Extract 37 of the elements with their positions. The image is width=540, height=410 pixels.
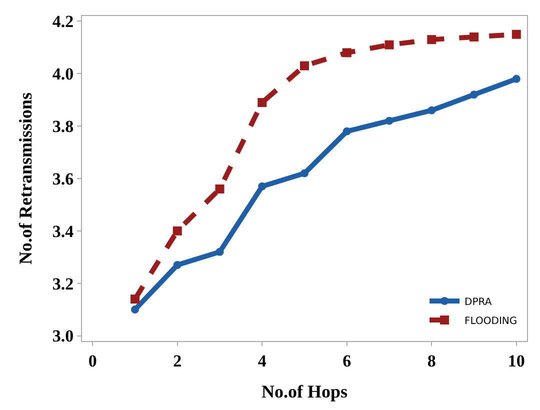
point	[384, 40, 394, 50]
x-tick-label: 8	[427, 351, 436, 370]
point	[130, 294, 140, 304]
point	[258, 98, 267, 107]
y-tick-label: 3.6	[52, 169, 74, 188]
y-tick-label: 4.0	[52, 64, 74, 84]
y-tick-label: 3.2	[52, 274, 74, 294]
y-tick-label: 4.2	[52, 12, 74, 32]
point	[172, 226, 182, 236]
point	[216, 248, 224, 256]
legend-label: FLOODING	[464, 316, 518, 327]
point	[258, 182, 266, 190]
point	[428, 106, 436, 114]
point	[215, 184, 224, 194]
y-tick-label: 3.4	[52, 222, 74, 241]
x-tick-label: 4	[258, 351, 267, 370]
y-tick-label: 3.8	[52, 117, 74, 136]
point	[300, 169, 308, 178]
point	[342, 48, 352, 58]
y-tick-label: 3.0	[52, 326, 74, 346]
point	[512, 74, 520, 83]
point	[385, 116, 394, 125]
point	[130, 306, 139, 314]
x-tick-label: 0	[88, 351, 97, 370]
x-tick-label: 10	[508, 351, 525, 370]
point	[512, 30, 521, 39]
y-axis-title: No.of Retransmissions	[16, 92, 36, 265]
point	[427, 35, 436, 44]
point	[470, 90, 478, 99]
point	[173, 260, 182, 269]
point	[470, 32, 479, 42]
point	[342, 127, 351, 136]
point	[300, 61, 309, 70]
x-axis-title: No.of Hops	[261, 382, 348, 402]
legend-label: DPRA	[464, 296, 492, 308]
x-tick-label: 2	[173, 351, 182, 370]
x-tick-label: 6	[342, 351, 352, 370]
